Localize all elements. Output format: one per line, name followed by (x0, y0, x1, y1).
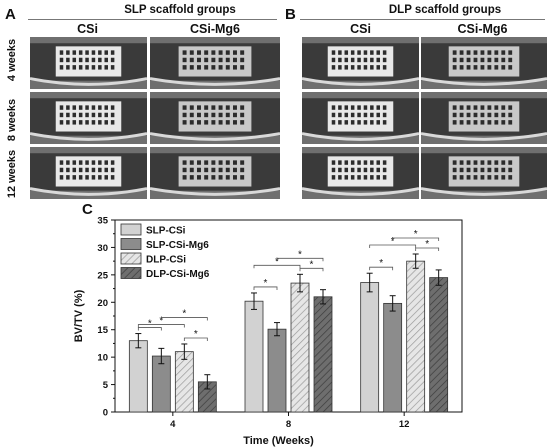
x-tick-label: 4 (170, 419, 176, 430)
panel-b-title: DLP scaffold groups (388, 4, 502, 16)
y-tick-label: 0 (103, 408, 108, 419)
significance-bracket (299, 267, 324, 272)
ct-b-mg6-4w-image (421, 37, 547, 89)
significance-star: * (391, 236, 395, 247)
panel-a-letter: A (5, 6, 16, 23)
x-tick-label: 12 (399, 419, 410, 430)
bar (128, 340, 148, 413)
legend-label: DLP-CSi-Mg6 (146, 269, 210, 280)
bar (174, 351, 194, 413)
significance-star: * (310, 259, 314, 270)
ct-a-csi-12w-image (30, 147, 147, 199)
significance-bracket (369, 244, 417, 249)
significance-star: * (298, 249, 302, 260)
x-tick-label: 8 (286, 419, 291, 430)
significance-star: * (182, 309, 186, 320)
ct-a-csi-4w-image (30, 37, 147, 89)
significance-bracket (369, 266, 394, 271)
col-label-b-csi-mg6: CSi-Mg6 (457, 22, 508, 36)
y-tick-label: 25 (97, 270, 108, 281)
significance-bracket (183, 337, 208, 341)
ct-b-csi-12w-image (302, 147, 419, 199)
significance-bracket (160, 317, 208, 321)
ct-a-mg6-8w-image (150, 92, 280, 144)
significance-bracket (253, 264, 301, 269)
legend-label: SLP-CSi-Mg6 (146, 240, 209, 251)
bar (429, 277, 449, 413)
panel-a-title-rule (28, 19, 277, 20)
significance-bracket (415, 247, 440, 252)
y-tick-label: 10 (97, 353, 108, 364)
ct-b-csi-8w-image (302, 92, 419, 144)
significance-star: * (194, 329, 198, 340)
col-label-b-csi: CSi (350, 22, 371, 36)
significance-bracket (276, 257, 324, 262)
bvtv-bar-chart: 0 5 10 15 20 25 30 35 BV/TV (%) Time (Weeks) 4 8 12 *… (73, 216, 463, 447)
bar (244, 300, 264, 413)
significance-star: * (275, 256, 279, 267)
significance-star: * (379, 258, 383, 269)
legend-swatch (120, 238, 142, 250)
significance-bracket (137, 324, 185, 328)
significance-star: * (148, 319, 152, 330)
bar (360, 282, 380, 413)
legend-swatch (120, 252, 142, 265)
significance-star: * (414, 229, 418, 240)
legend-swatch (120, 267, 142, 279)
ct-a-mg6-12w-image (150, 147, 280, 199)
ct-b-mg6-12w-image (421, 147, 547, 199)
panel-a-title: SLP scaffold groups (124, 4, 236, 16)
y-tick-label: 35 (97, 216, 108, 227)
legend-swatch (120, 223, 142, 236)
y-axis-title: BV/TV (%) (73, 289, 85, 342)
row-label-12-weeks: 12 weeks (6, 149, 18, 199)
y-tick-label: 20 (97, 298, 108, 309)
ct-b-mg6-8w-image (421, 92, 547, 144)
col-label-a-csi-mg6: CSi-Mg6 (190, 22, 240, 36)
bar (406, 260, 426, 413)
panel-c-letter: C (82, 201, 93, 218)
ct-b-csi-4w-image (302, 37, 419, 89)
bar (290, 282, 310, 413)
panel-b-letter: B (285, 6, 296, 23)
significance-bracket (253, 286, 278, 290)
x-axis-title: Time (Weeks) (243, 435, 314, 447)
bar (313, 296, 333, 413)
legend-label: SLP-CSi (146, 226, 186, 237)
y-tick-label: 15 (97, 325, 108, 336)
bar (151, 355, 171, 413)
col-label-a-csi: CSi (77, 22, 98, 36)
ct-a-csi-8w-image (30, 92, 147, 144)
significance-bracket (392, 237, 440, 242)
significance-star: * (264, 278, 268, 289)
legend-label: DLP-CSi (146, 255, 186, 266)
significance-star: * (159, 316, 163, 327)
ct-a-mg6-4w-image (150, 37, 280, 89)
bar (383, 302, 403, 413)
y-tick-label: 30 (97, 243, 108, 254)
panel-b-title-rule (300, 19, 545, 20)
significance-bracket (137, 327, 162, 331)
bar (267, 328, 287, 413)
row-label-4-weeks: 4 weeks (6, 38, 18, 82)
y-tick-label: 5 (103, 380, 109, 391)
significance-star: * (425, 239, 429, 250)
row-label-8-weeks: 8 weeks (6, 98, 18, 142)
